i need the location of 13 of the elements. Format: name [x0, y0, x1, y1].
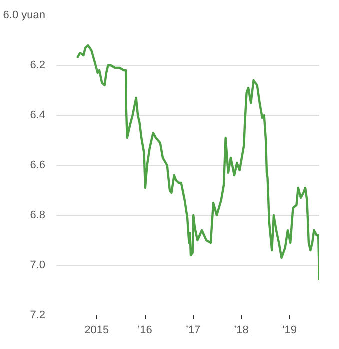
y-tick-label: 6.2: [30, 60, 46, 72]
y-tick-label: 6.6: [30, 160, 46, 172]
y-tick-label: 6.8: [30, 210, 46, 222]
x-tick-label: ’17: [186, 324, 201, 336]
y-tick-label: 7.2: [30, 310, 46, 322]
x-tick-label: ’18: [234, 324, 249, 336]
line-series: [76, 44, 320, 282]
y-tick-label: 6.0 yuan: [3, 10, 46, 22]
y-tick-label: 7.0: [30, 260, 46, 272]
y-tick-label: 6.4: [30, 110, 46, 122]
x-tick-label: 2015: [84, 324, 110, 336]
x-tick-label: ’16: [138, 324, 152, 336]
x-tick-label: ’19: [282, 324, 298, 336]
